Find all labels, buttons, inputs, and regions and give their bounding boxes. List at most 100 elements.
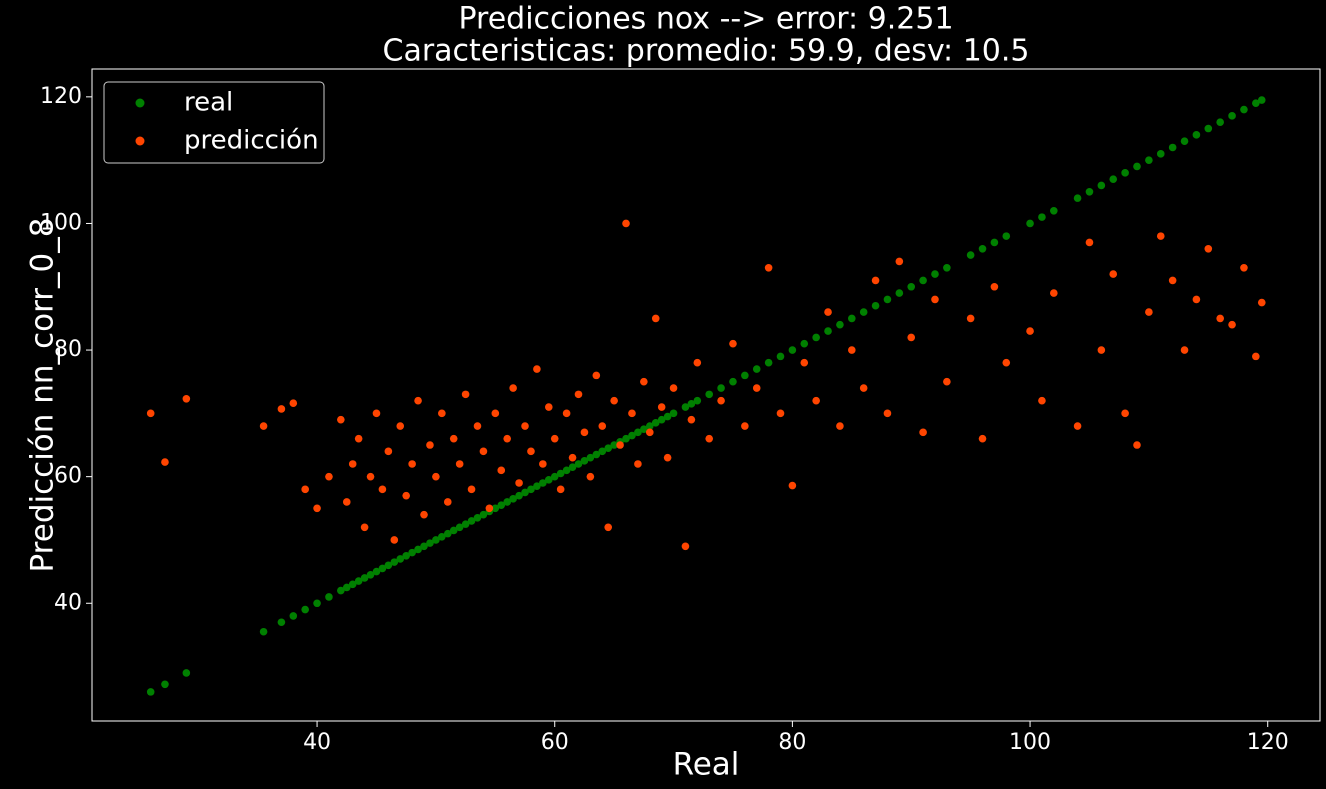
point — [182, 669, 191, 677]
point — [396, 555, 405, 563]
point — [443, 498, 452, 506]
point — [788, 481, 797, 490]
point — [640, 377, 648, 386]
point — [883, 409, 892, 418]
point — [1002, 232, 1011, 240]
point — [491, 409, 500, 418]
point — [438, 532, 446, 541]
point — [455, 523, 464, 532]
point — [1050, 206, 1058, 215]
point — [729, 339, 737, 348]
point — [366, 570, 375, 579]
point — [485, 504, 494, 513]
x-tick-label: 80 — [778, 730, 806, 755]
point — [729, 377, 737, 386]
point — [491, 504, 500, 513]
point — [509, 384, 517, 392]
point — [580, 428, 589, 437]
point — [622, 434, 630, 443]
point — [800, 339, 809, 348]
point — [449, 434, 458, 443]
point — [1240, 105, 1248, 114]
point — [1240, 263, 1248, 272]
point — [325, 593, 333, 601]
point — [390, 558, 399, 566]
point — [776, 409, 785, 418]
legend-box — [103, 81, 325, 164]
point — [1121, 169, 1129, 177]
point — [562, 409, 571, 418]
point — [146, 688, 155, 696]
point — [479, 447, 488, 456]
point — [1168, 276, 1177, 285]
point — [1180, 346, 1189, 354]
point — [824, 308, 832, 316]
point — [259, 627, 268, 636]
point — [503, 498, 511, 506]
x-tick-label: 40 — [303, 730, 331, 755]
point — [871, 276, 880, 285]
point — [1168, 143, 1177, 152]
point — [1228, 112, 1236, 120]
point — [693, 358, 702, 367]
point — [521, 488, 529, 497]
point — [1073, 422, 1082, 430]
y-tick-label: 100 — [40, 210, 82, 235]
point — [824, 327, 832, 335]
point — [533, 482, 541, 490]
point — [396, 422, 405, 430]
point — [907, 333, 916, 342]
point — [414, 396, 422, 405]
point — [337, 415, 345, 424]
point — [432, 536, 440, 544]
point — [420, 510, 428, 519]
point — [384, 447, 393, 456]
point — [752, 384, 761, 392]
point — [895, 289, 904, 297]
legend-marker — [135, 98, 145, 108]
y-tick-label: 80 — [54, 337, 82, 362]
point — [360, 523, 369, 532]
point — [426, 441, 434, 449]
point — [895, 257, 904, 266]
point — [1097, 181, 1106, 190]
point — [277, 405, 286, 413]
point — [461, 520, 470, 528]
point — [1204, 244, 1213, 253]
y-tick-label: 120 — [40, 84, 82, 109]
point — [1252, 99, 1260, 107]
point — [871, 301, 880, 310]
point — [455, 460, 464, 468]
point — [616, 441, 624, 449]
point — [610, 396, 618, 405]
point — [438, 409, 446, 418]
point — [1145, 156, 1153, 164]
point — [1192, 295, 1201, 304]
point — [1085, 238, 1094, 247]
point — [717, 384, 725, 392]
point — [574, 390, 583, 399]
point — [883, 295, 892, 304]
point — [556, 485, 565, 494]
point — [943, 377, 951, 386]
point — [645, 422, 654, 430]
point — [521, 422, 529, 430]
point — [161, 680, 169, 689]
point — [764, 263, 773, 272]
point — [503, 434, 511, 443]
point — [836, 422, 844, 430]
point — [687, 415, 696, 424]
point — [313, 599, 321, 608]
point — [479, 510, 488, 519]
point — [681, 542, 690, 551]
chart-subtitle: Caracteristicas: promedio: 59.9, desv: 1… — [383, 34, 1030, 69]
point — [408, 548, 416, 557]
point — [966, 251, 975, 259]
point — [182, 394, 191, 403]
point — [1145, 308, 1153, 316]
point — [657, 415, 666, 424]
point — [556, 469, 565, 478]
point — [372, 567, 381, 576]
point — [598, 422, 607, 430]
point — [342, 498, 351, 506]
